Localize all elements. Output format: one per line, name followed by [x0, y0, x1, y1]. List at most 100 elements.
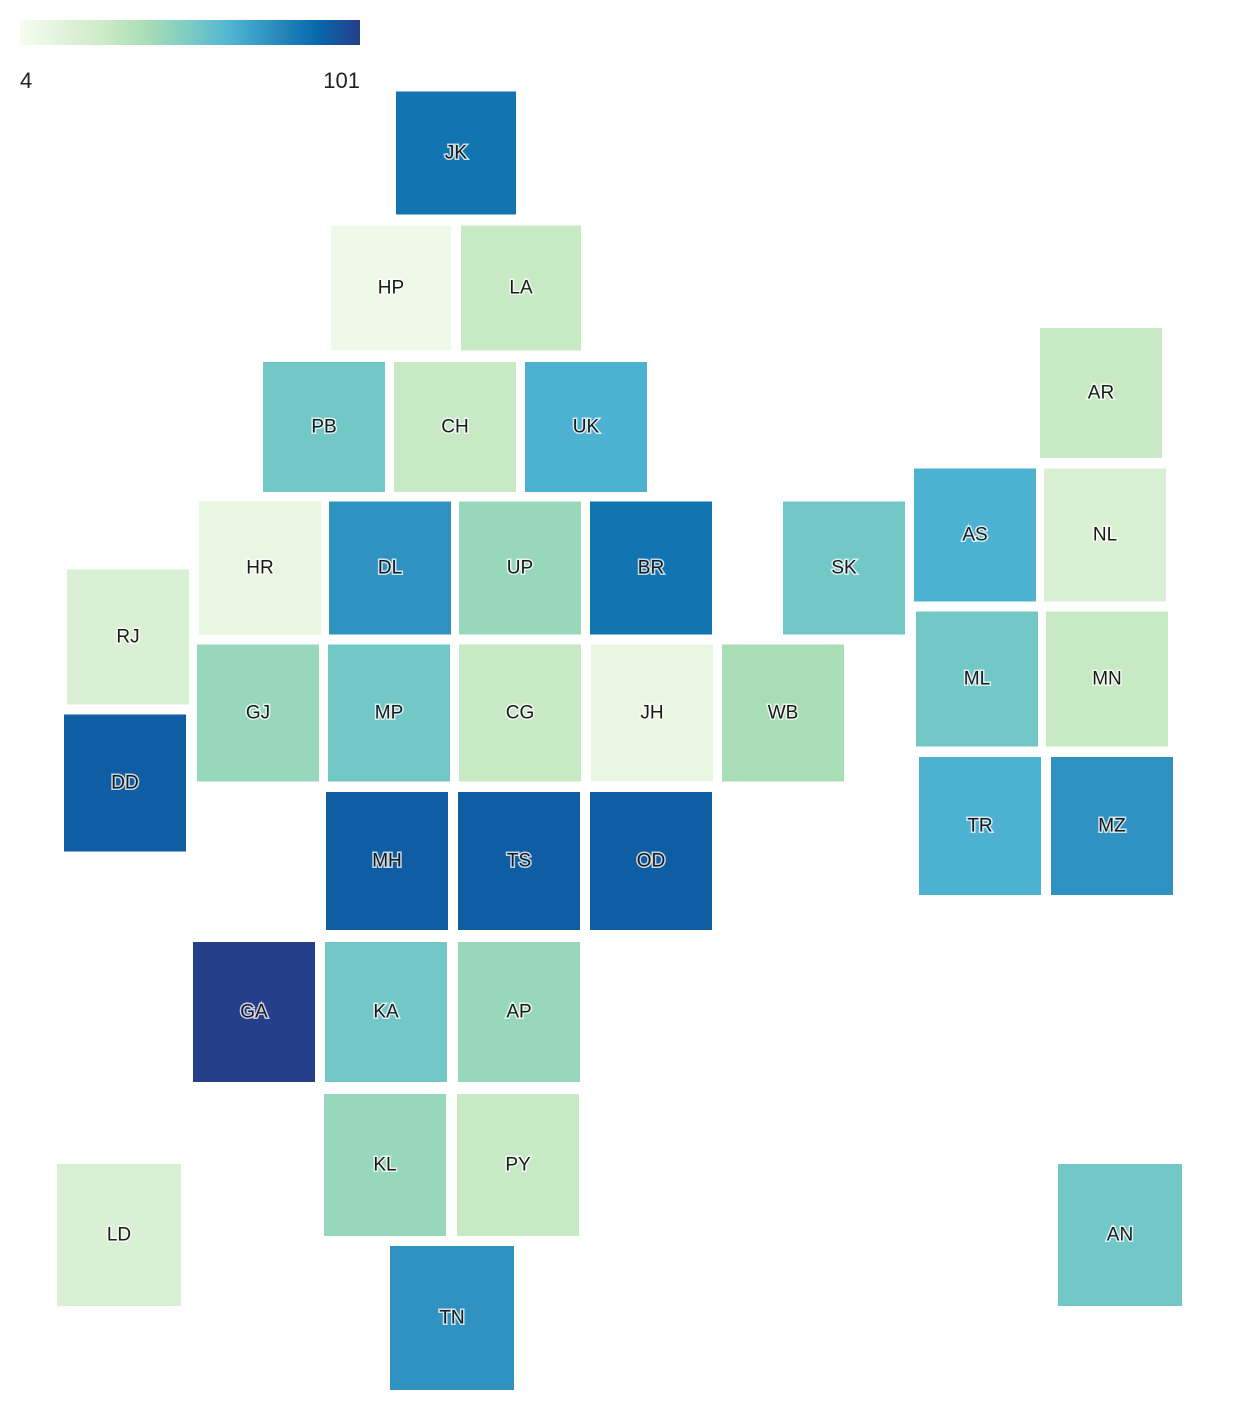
region-tile-fill[interactable] [1051, 757, 1173, 895]
region-code-label: RJ [116, 627, 139, 648]
region-tile-hr[interactable]: HR [199, 501, 321, 635]
region-tile-ap[interactable]: AP [458, 942, 580, 1082]
region-tile-br[interactable]: BR [590, 501, 712, 635]
region-tile-up[interactable]: UP [459, 501, 581, 635]
region-tile-uk[interactable]: UK [525, 362, 647, 492]
region-tile-mh[interactable]: MH [326, 792, 448, 930]
region-code-label: HP [378, 278, 404, 299]
region-tile-fill[interactable] [590, 792, 712, 930]
region-code-label: HR [246, 558, 273, 579]
region-tile-fill[interactable] [459, 644, 581, 782]
region-code-label: MZ [1098, 816, 1126, 837]
region-tile-tn[interactable]: TN [390, 1246, 514, 1390]
region-tile-la[interactable]: LA [461, 225, 581, 351]
region-tile-fill[interactable] [1040, 328, 1162, 458]
region-code-label: PY [505, 1155, 531, 1176]
region-tile-ld[interactable]: LD [57, 1164, 181, 1306]
region-tile-dd[interactable]: DD [64, 714, 186, 852]
region-tile-fill[interactable] [916, 611, 1038, 747]
region-tile-fill[interactable] [1058, 1164, 1182, 1306]
region-tile-fill[interactable] [1046, 611, 1168, 747]
region-code-label: KA [373, 1002, 399, 1023]
region-tile-fill[interactable] [919, 757, 1041, 895]
region-tile-py[interactable]: PY [457, 1094, 579, 1236]
region-tile-fill[interactable] [263, 362, 385, 492]
region-tile-fill[interactable] [64, 714, 186, 852]
region-tile-hp[interactable]: HP [331, 225, 451, 351]
region-tile-fill[interactable] [67, 569, 189, 705]
region-tile-fill[interactable] [591, 644, 713, 782]
region-tile-fill[interactable] [461, 225, 581, 351]
region-tile-pb[interactable]: PB [263, 362, 385, 492]
region-tile-jk[interactable]: JK [396, 91, 516, 215]
region-tile-fill[interactable] [457, 1094, 579, 1236]
region-tile-fill[interactable] [193, 942, 315, 1082]
region-tile-fill[interactable] [331, 225, 451, 351]
region-code-label: UK [573, 417, 600, 438]
region-tile-ts[interactable]: TS [458, 792, 580, 930]
region-tile-fill[interactable] [722, 644, 844, 782]
region-code-label: DD [111, 773, 138, 794]
region-tile-fill[interactable] [914, 468, 1036, 602]
region-tile-fill[interactable] [458, 792, 580, 930]
region-tile-fill[interactable] [459, 501, 581, 635]
region-tile-mp[interactable]: MP [328, 644, 450, 782]
region-code-label: ML [964, 669, 990, 690]
region-tile-fill[interactable] [57, 1164, 181, 1306]
region-code-label: BR [638, 558, 664, 579]
region-tile-as[interactable]: AS [914, 468, 1036, 602]
region-code-label: LD [107, 1225, 131, 1246]
region-tile-fill[interactable] [197, 644, 319, 782]
region-tile-kl[interactable]: KL [324, 1094, 446, 1236]
region-code-label: NL [1093, 525, 1117, 546]
region-tile-dl[interactable]: DL [329, 501, 451, 635]
region-tile-fill[interactable] [1044, 468, 1166, 602]
region-tile-ch[interactable]: CH [394, 362, 516, 492]
region-tile-fill[interactable] [199, 501, 321, 635]
region-code-label: PB [311, 417, 336, 438]
region-code-label: UP [507, 558, 533, 579]
region-code-label: WB [768, 703, 799, 724]
region-code-label: LA [509, 278, 533, 299]
region-code-label: GJ [246, 703, 270, 724]
region-tile-ml[interactable]: ML [916, 611, 1038, 747]
region-tile-od[interactable]: OD [590, 792, 712, 930]
region-code-label: MP [375, 703, 404, 724]
region-tile-fill[interactable] [783, 501, 905, 635]
region-tile-fill[interactable] [325, 942, 447, 1082]
region-tile-fill[interactable] [396, 91, 516, 215]
region-code-label: JH [640, 703, 663, 724]
region-tile-fill[interactable] [324, 1094, 446, 1236]
region-tile-fill[interactable] [328, 644, 450, 782]
region-tile-fill[interactable] [394, 362, 516, 492]
region-tile-wb[interactable]: WB [722, 644, 844, 782]
region-tile-nl[interactable]: NL [1044, 468, 1166, 602]
region-tile-ga[interactable]: GA [193, 942, 315, 1082]
region-tile-ar[interactable]: AR [1040, 328, 1162, 458]
region-code-label: AR [1088, 383, 1114, 404]
region-tile-fill[interactable] [458, 942, 580, 1082]
region-tile-fill[interactable] [525, 362, 647, 492]
region-code-label: GA [240, 1002, 268, 1023]
region-tile-cg[interactable]: CG [459, 644, 581, 782]
region-code-label: TN [439, 1308, 464, 1329]
region-code-label: CG [506, 703, 535, 724]
region-tile-ka[interactable]: KA [325, 942, 447, 1082]
region-code-label: SK [831, 558, 857, 579]
region-tile-mz[interactable]: MZ [1051, 757, 1173, 895]
region-tile-jh[interactable]: JH [591, 644, 713, 782]
region-tile-sk[interactable]: SK [783, 501, 905, 635]
region-code-label: AN [1107, 1225, 1133, 1246]
region-tile-mn[interactable]: MN [1046, 611, 1168, 747]
region-tile-fill[interactable] [390, 1246, 514, 1390]
region-tile-fill[interactable] [590, 501, 712, 635]
region-tile-gj[interactable]: GJ [197, 644, 319, 782]
region-tile-rj[interactable]: RJ [67, 569, 189, 705]
region-code-label: AS [962, 525, 987, 546]
region-tile-tr[interactable]: TR [919, 757, 1041, 895]
region-tile-fill[interactable] [329, 501, 451, 635]
region-tile-fill[interactable] [326, 792, 448, 930]
region-code-label: KL [373, 1155, 396, 1176]
region-tile-an[interactable]: AN [1058, 1164, 1182, 1306]
